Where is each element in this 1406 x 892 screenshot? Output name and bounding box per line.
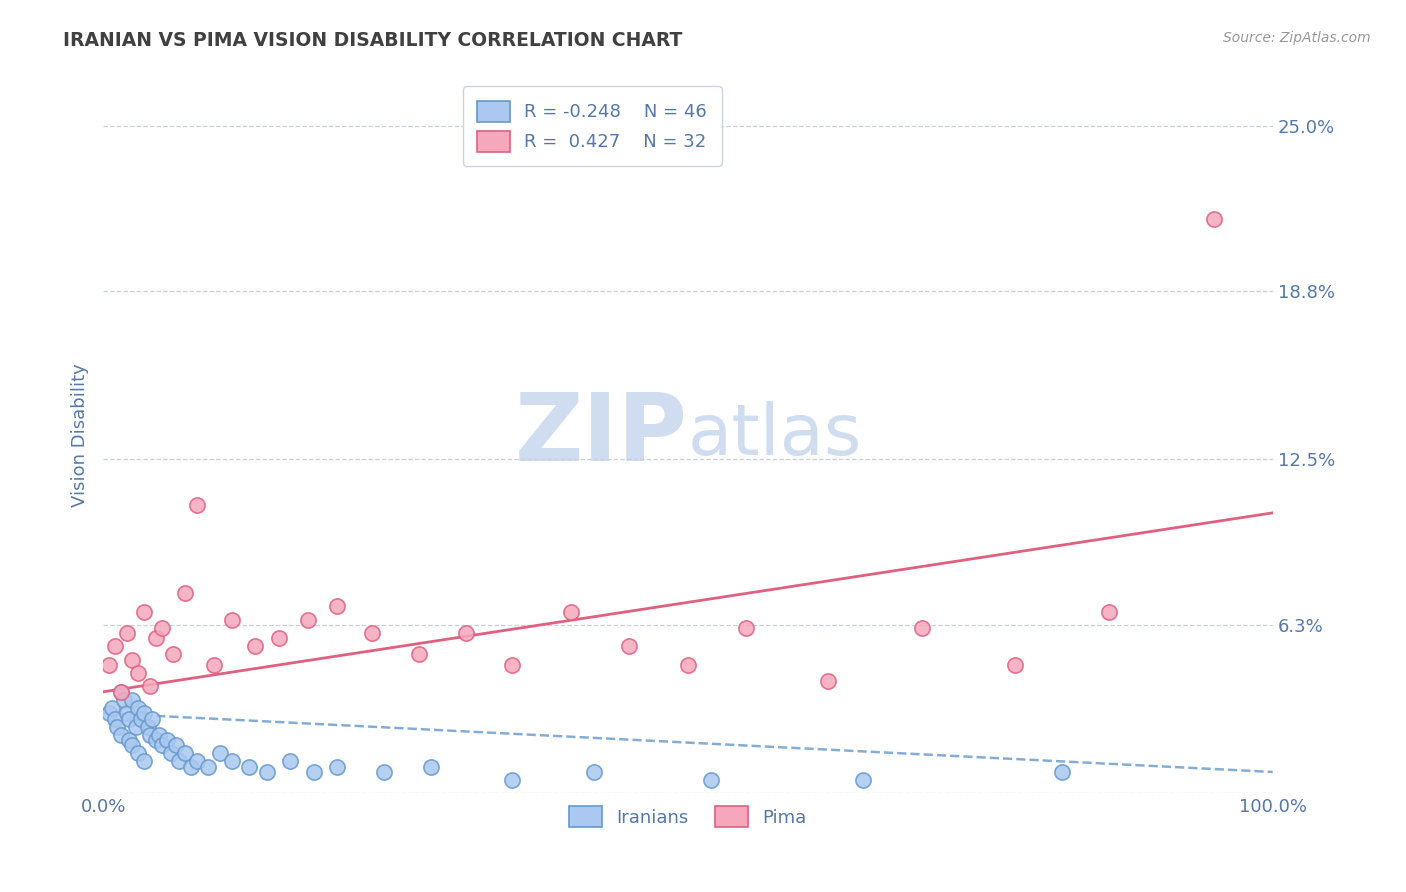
- Point: [121, 738, 143, 752]
- Point: [150, 738, 173, 752]
- Point: [136, 720, 159, 734]
- Point: [180, 759, 202, 773]
- Point: [121, 693, 143, 707]
- Point: [735, 621, 758, 635]
- Point: [209, 746, 232, 760]
- Y-axis label: Vision Disability: Vision Disability: [72, 364, 89, 508]
- Point: [174, 586, 197, 600]
- Point: [373, 764, 395, 779]
- Point: [911, 621, 934, 635]
- Point: [101, 701, 124, 715]
- Point: [104, 640, 127, 654]
- Point: [186, 498, 208, 512]
- Point: [105, 720, 128, 734]
- Point: [132, 754, 155, 768]
- Point: [852, 772, 875, 787]
- Point: [1050, 764, 1073, 779]
- Point: [145, 733, 167, 747]
- Point: [129, 712, 152, 726]
- Point: [160, 746, 183, 760]
- Point: [148, 728, 170, 742]
- Point: [302, 764, 325, 779]
- Point: [676, 658, 699, 673]
- Point: [326, 759, 349, 773]
- Point: [156, 733, 179, 747]
- Point: [115, 706, 138, 721]
- Text: Source: ZipAtlas.com: Source: ZipAtlas.com: [1223, 31, 1371, 45]
- Point: [221, 754, 243, 768]
- Point: [165, 738, 187, 752]
- Point: [174, 746, 197, 760]
- Point: [361, 626, 384, 640]
- Point: [583, 764, 606, 779]
- Point: [278, 754, 301, 768]
- Point: [139, 728, 162, 742]
- Point: [501, 658, 523, 673]
- Point: [186, 754, 208, 768]
- Point: [110, 728, 132, 742]
- Point: [619, 640, 641, 654]
- Point: [118, 712, 141, 726]
- Point: [256, 764, 278, 779]
- Point: [141, 712, 163, 726]
- Point: [267, 632, 290, 646]
- Point: [501, 772, 523, 787]
- Point: [167, 754, 190, 768]
- Point: [560, 605, 582, 619]
- Point: [125, 720, 148, 734]
- Point: [127, 666, 149, 681]
- Point: [118, 733, 141, 747]
- Point: [112, 693, 135, 707]
- Point: [104, 712, 127, 726]
- Point: [197, 759, 219, 773]
- Point: [98, 706, 121, 721]
- Point: [132, 605, 155, 619]
- Point: [139, 680, 162, 694]
- Point: [419, 759, 441, 773]
- Point: [145, 632, 167, 646]
- Point: [700, 772, 723, 787]
- Point: [132, 706, 155, 721]
- Point: [127, 746, 149, 760]
- Point: [150, 621, 173, 635]
- Point: [326, 599, 349, 614]
- Text: IRANIAN VS PIMA VISION DISABILITY CORRELATION CHART: IRANIAN VS PIMA VISION DISABILITY CORREL…: [63, 31, 683, 50]
- Point: [221, 613, 243, 627]
- Point: [202, 658, 225, 673]
- Point: [408, 648, 430, 662]
- Point: [1098, 605, 1121, 619]
- Text: atlas: atlas: [688, 401, 862, 470]
- Point: [1004, 658, 1026, 673]
- Point: [238, 759, 260, 773]
- Point: [110, 685, 132, 699]
- Point: [127, 701, 149, 715]
- Text: ZIP: ZIP: [515, 390, 688, 482]
- Point: [115, 626, 138, 640]
- Point: [817, 674, 839, 689]
- Point: [110, 685, 132, 699]
- Point: [243, 640, 266, 654]
- Point: [1204, 212, 1226, 227]
- Point: [98, 658, 121, 673]
- Point: [297, 613, 319, 627]
- Point: [454, 626, 477, 640]
- Legend: Iranians, Pima: Iranians, Pima: [562, 799, 814, 834]
- Point: [121, 653, 143, 667]
- Point: [162, 648, 184, 662]
